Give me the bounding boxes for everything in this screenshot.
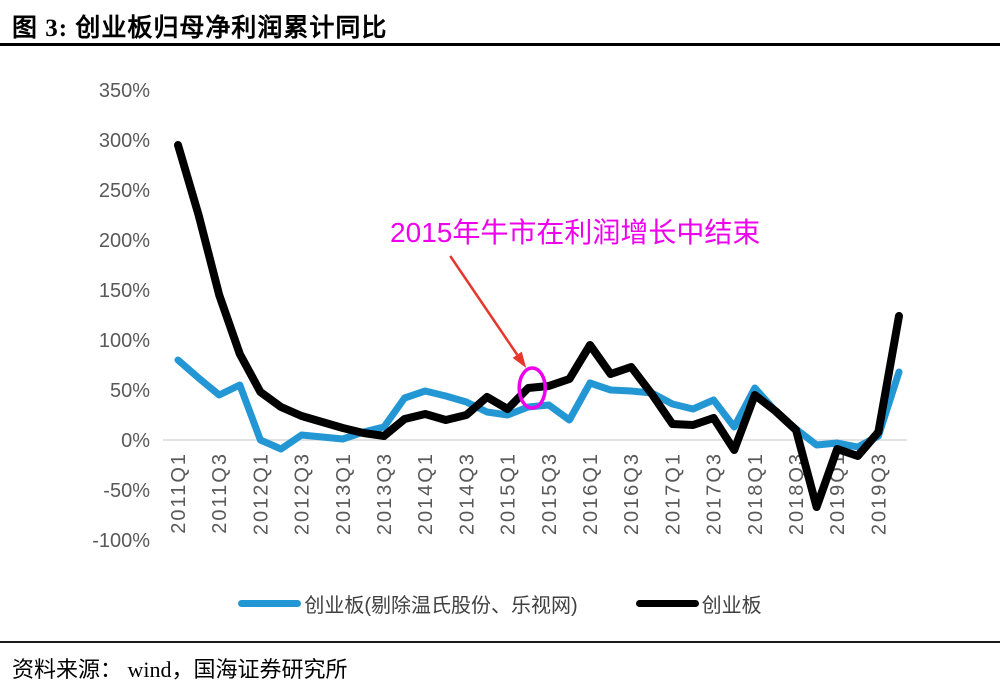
x-tick-label: 2014Q1 [415, 452, 437, 535]
y-tick-label: 0% [121, 430, 150, 452]
chart-legend: 创业板(剔除温氏股份、乐视网) 创业板 [0, 589, 1000, 618]
chart-canvas: 2011Q1 2011Q3 2012Q1 2012Q3 2013Q1 2013Q3 2014… [92, 80, 907, 552]
y-tick-label: 350% [99, 80, 150, 102]
x-tick-label: 2018Q3 [786, 452, 808, 535]
y-tick-label: 150% [99, 280, 150, 302]
legend-swatch-black-line [635, 600, 699, 607]
y-tick-label: 100% [99, 330, 150, 352]
x-tick-label: 2018Q1 [745, 452, 767, 535]
annotation-arrow [449, 255, 519, 356]
x-tick-label: 2017Q3 [704, 452, 726, 535]
legend-label: 创业板(剔除温氏股份、乐视网) [304, 595, 578, 617]
legend-swatch-blue-line [238, 600, 302, 607]
x-tick-label: 2014Q3 [456, 452, 478, 535]
series-line-1 [174, 141, 903, 511]
data-source: 资料来源： wind，国海证券研究所 [12, 657, 348, 682]
legend-item-excl: 创业板(剔除温氏股份、乐视网) [238, 589, 578, 618]
annotation-ellipse [517, 366, 547, 410]
x-tick-label: 2015Q1 [498, 452, 520, 535]
x-tick-label: 2012Q1 [250, 452, 272, 535]
x-tick-label: 2019Q3 [868, 452, 890, 535]
y-tick-label: 50% [110, 380, 150, 402]
annotation-arrowhead [512, 351, 527, 368]
x-tick-label: 2017Q1 [662, 452, 684, 535]
y-tick-label: 300% [99, 130, 150, 152]
legend-label: 创业板 [701, 595, 762, 617]
annotation-label: 2015年牛市在利润增长中结束 [390, 217, 760, 248]
x-tick-label: 2016Q1 [580, 452, 602, 535]
figure-header: 图 3: 创业板归母净利润累计同比 [0, 0, 1000, 46]
x-tick-label: 2016Q3 [621, 452, 643, 535]
x-tick-label: 2013Q1 [333, 452, 355, 535]
y-tick-label: 250% [99, 180, 150, 202]
legend-item-chinext: 创业板 [635, 589, 762, 618]
x-tick-label: 2015Q3 [539, 452, 561, 535]
x-tick-label: 2013Q3 [374, 452, 396, 535]
y-tick-label: 200% [99, 230, 150, 252]
x-tick-label: 2011Q1 [168, 452, 190, 534]
figure-title: 图 3: 创业板归母净利润累计同比 [12, 15, 388, 42]
figure-footer: 资料来源： wind，国海证券研究所 [0, 641, 1000, 684]
x-tick-label: 2011Q3 [209, 452, 231, 534]
y-tick-label: -50% [103, 480, 150, 502]
x-tick-label: 2012Q3 [292, 452, 314, 535]
y-tick-label: -100% [92, 530, 150, 552]
